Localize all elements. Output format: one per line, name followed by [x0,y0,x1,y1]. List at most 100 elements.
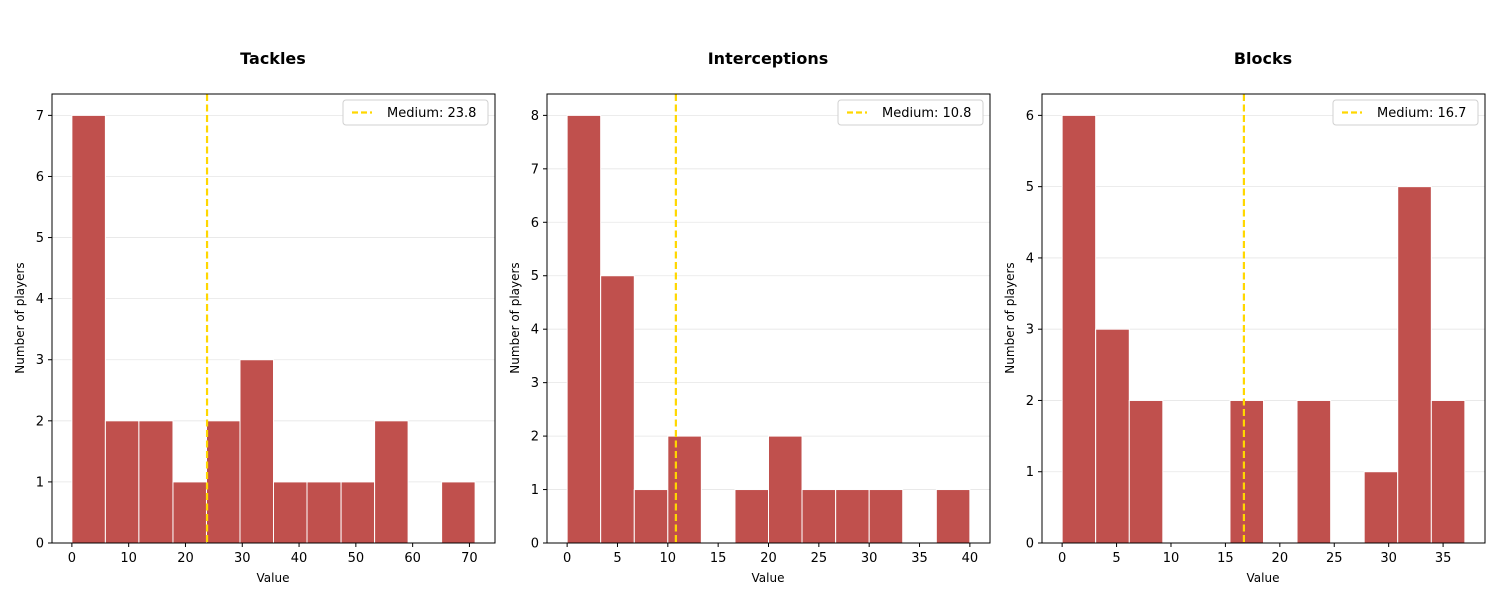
legend-box [837,99,984,126]
legend-label: Medium: 16.7 [1377,106,1466,121]
y-tick-label: 6 [1026,109,1034,124]
y-tick-label: 3 [36,353,44,368]
histogram-bar [71,114,106,544]
x-tick-label: 25 [1326,551,1343,566]
legend-label: Medium: 23.8 [387,106,476,121]
x-tick-label: 5 [1112,551,1120,566]
y-tick-label: 2 [1026,394,1034,409]
x-tick-label: 30 [861,551,878,566]
plot-area: 0 5 10 15 20 25 30 35 40 0 1 2 3 4 5 6 7 8 [531,93,991,566]
histogram-bar [239,359,275,544]
y-tick-label: 0 [36,537,44,552]
legend-label: Medium: 10.8 [882,106,971,121]
axes-frame [1041,93,1486,544]
histogram-bar [306,481,342,544]
histogram-bar [340,481,376,544]
y-tick-label: 7 [531,162,539,177]
x-tick-label: 5 [613,551,621,566]
axes-frame [51,93,496,544]
histogram-bar [768,435,803,544]
x-tick-label: 10 [1163,551,1180,566]
plot-area: 0 10 20 30 40 50 60 70 0 1 2 3 4 5 6 7 [36,93,496,566]
histogram-bar [734,489,770,544]
x-tick-label: 30 [234,551,251,566]
x-tick-label: 20 [177,551,194,566]
histogram-bar [667,435,702,544]
x-tick-label: 20 [1272,551,1289,566]
y-tick-label: 5 [36,231,44,246]
x-tick-label: 30 [1380,551,1397,566]
histogram-bar [374,420,409,544]
y-tick-label: 3 [1026,323,1034,338]
x-tick-label: 40 [291,551,308,566]
histogram-bar [1363,471,1399,544]
y-tick-label: 4 [1026,251,1034,266]
y-axis-label: Number of players [13,262,27,373]
panel-title: Blocks [1234,49,1292,68]
histogram-bar [172,481,207,544]
histogram-bar [441,481,476,544]
y-tick-label: 6 [531,216,539,231]
histogram-bar [935,489,971,544]
histogram-bar [273,481,308,544]
histogram-bar [1229,399,1265,544]
y-tick-label: 0 [1026,537,1034,552]
x-tick-label: 15 [710,551,727,566]
x-tick-label: 35 [1435,551,1452,566]
x-axis-label: Value [257,571,290,585]
y-tick-label: 5 [1026,180,1034,195]
panel-tackles: 0 10 20 30 40 50 60 70 0 1 2 3 4 5 6 7 Tackles Value Nu… [13,49,496,585]
x-tick-label: 15 [1217,551,1234,566]
histogram-bar [801,489,837,544]
y-tick-label: 5 [531,269,539,284]
histogram-bar [1296,399,1332,544]
y-tick-label: 7 [36,109,44,124]
y-tick-label: 6 [36,170,44,185]
histogram-bar [1095,328,1130,544]
x-tick-label: 0 [563,551,571,566]
histogram-bar [104,420,140,544]
x-axis-label: Value [1247,571,1280,585]
x-tick-label: 50 [348,551,365,566]
x-tick-label: 0 [1058,551,1066,566]
panel-title: Interceptions [708,49,829,68]
panel-title: Tackles [240,49,306,68]
panel-blocks: 0 5 10 15 20 25 30 35 0 1 2 3 4 5 6 Blocks Value Numbe… [1003,49,1486,585]
histogram-bar [835,489,870,544]
x-tick-label: 70 [461,551,478,566]
histogram-bar [138,420,174,544]
histogram-bar [1430,399,1466,544]
legend-box [1332,99,1479,126]
legend-box [342,99,489,126]
x-axis-label: Value [752,571,785,585]
x-tick-label: 25 [811,551,828,566]
x-tick-label: 10 [120,551,137,566]
x-tick-label: 40 [962,551,979,566]
histogram-bar [600,275,635,544]
histogram-bar [1061,114,1097,544]
x-tick-label: 20 [760,551,777,566]
y-tick-label: 0 [531,537,539,552]
x-tick-label: 60 [404,551,421,566]
histogram-bar [566,114,602,544]
plot-area: 0 5 10 15 20 25 30 35 0 1 2 3 4 5 6 [1026,93,1486,566]
y-axis-label: Number of players [1003,262,1017,373]
histogram-bar [868,489,904,544]
y-tick-label: 1 [1026,465,1034,480]
y-axis-label: Number of players [508,262,522,373]
histogram-bar [633,489,669,544]
y-tick-label: 4 [531,323,539,338]
y-tick-label: 4 [36,292,44,307]
x-tick-label: 35 [911,551,928,566]
x-tick-label: 10 [660,551,677,566]
y-tick-label: 1 [36,475,44,490]
y-tick-label: 1 [531,483,539,498]
histogram-bar [1128,399,1164,544]
histogram-bar [1397,186,1432,544]
histogram-bar [205,420,241,544]
y-tick-label: 3 [531,376,539,391]
y-tick-label: 8 [531,109,539,124]
y-tick-label: 2 [531,430,539,445]
